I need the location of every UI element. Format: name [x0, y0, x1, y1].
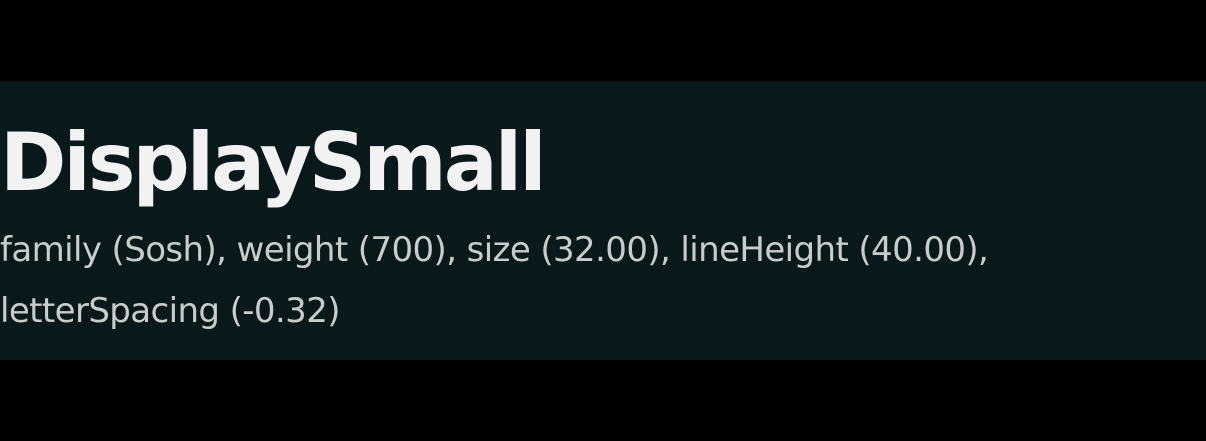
style-card [0, 81, 1206, 360]
style-description-line-2: letterSpacing (-0.32) [0, 291, 341, 331]
style-title: DisplaySmall [0, 116, 547, 209]
style-description: family (Sosh), weight (700), size (32.00… [0, 220, 1200, 342]
style-description-line-1: family (Sosh), weight (700), size (32.00… [0, 230, 989, 270]
